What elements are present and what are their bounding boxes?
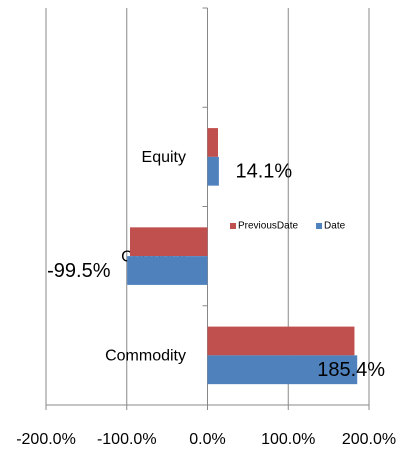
data-label: -99.5% — [47, 260, 111, 282]
legend-swatch — [230, 223, 236, 229]
data-label: 14.1% — [236, 161, 293, 183]
x-tick-label: 100.0% — [261, 431, 315, 448]
legend-swatch — [316, 223, 323, 229]
bar — [207, 355, 358, 385]
x-tick-label: 0.0% — [189, 431, 225, 448]
bar — [207, 128, 218, 157]
bar — [127, 256, 208, 285]
y-tick-label: Equity — [142, 149, 186, 166]
x-tick-label: -200.0% — [16, 431, 76, 448]
x-tick-label: 200.0% — [342, 431, 396, 448]
bar — [207, 156, 219, 186]
legend-label: PreviousDate — [238, 221, 298, 232]
bar — [129, 227, 208, 257]
bar — [207, 326, 355, 356]
data-label: 185.4% — [317, 359, 385, 381]
legend-label: Date — [324, 221, 346, 232]
x-tick-label: -100.0% — [97, 431, 157, 448]
y-tick-label: Commodity — [105, 348, 186, 365]
